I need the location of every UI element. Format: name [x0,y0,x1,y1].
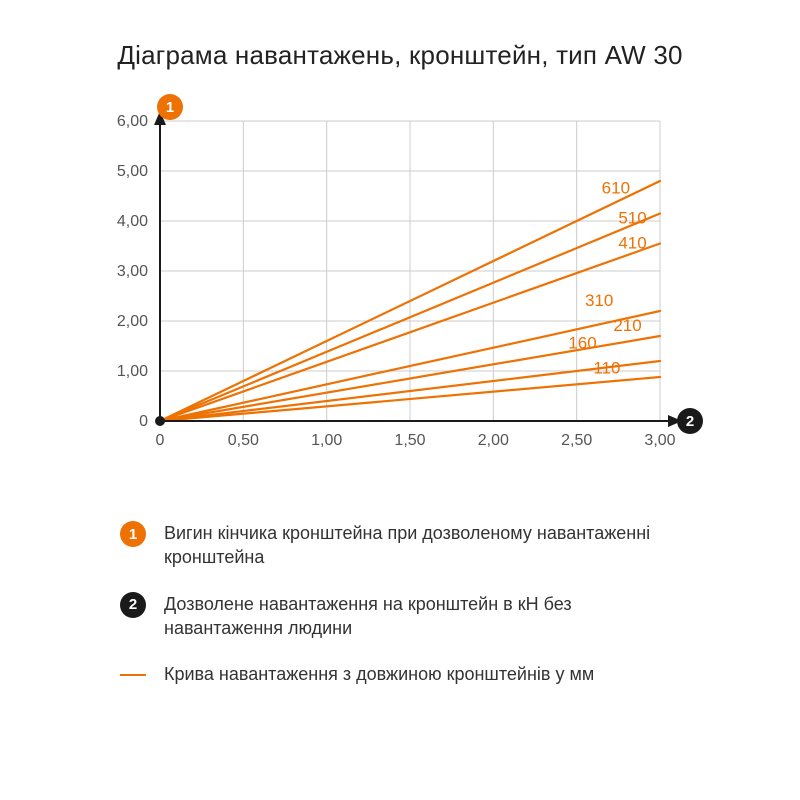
legend-item: 2 Дозволене навантаження на кронштейн в … [120,592,710,641]
line-key-icon [120,674,146,676]
svg-text:0,50: 0,50 [228,432,259,449]
svg-text:2,50: 2,50 [561,432,592,449]
svg-text:3,00: 3,00 [117,263,148,280]
svg-text:1: 1 [166,99,174,116]
legend-text: Крива навантаження з довжиною кронштейні… [164,662,594,686]
svg-text:1,00: 1,00 [117,363,148,380]
svg-text:210: 210 [613,316,641,335]
svg-text:510: 510 [618,209,646,228]
svg-text:160: 160 [568,334,596,353]
legend: 1 Вигин кінчика кронштейна при дозволено… [120,521,710,686]
svg-text:2,00: 2,00 [478,432,509,449]
svg-text:1,00: 1,00 [311,432,342,449]
svg-text:2: 2 [686,413,694,430]
svg-text:4,00: 4,00 [117,213,148,230]
badge-2-icon: 2 [120,592,146,618]
badge-1-icon: 1 [120,521,146,547]
legend-item: 1 Вигин кінчика кронштейна при дозволено… [120,521,710,570]
legend-text: Вигин кінчика кронштейна при дозволеному… [164,521,684,570]
svg-text:2,00: 2,00 [117,313,148,330]
legend-text: Дозволене навантаження на кронштейн в кН… [164,592,684,641]
chart-title: Діаграма навантажень, кронштейн, тип AW … [50,40,750,71]
svg-text:0: 0 [139,413,148,430]
svg-text:5,00: 5,00 [117,163,148,180]
legend-item: Крива навантаження з довжиною кронштейні… [120,662,710,686]
svg-text:410: 410 [618,234,646,253]
svg-text:1,50: 1,50 [394,432,425,449]
svg-text:0: 0 [156,432,165,449]
svg-text:310: 310 [585,291,613,310]
load-chart: 61051041031021016011000,501,001,502,002,… [80,91,720,491]
svg-text:6,00: 6,00 [117,113,148,130]
svg-text:3,00: 3,00 [644,432,675,449]
svg-text:110: 110 [593,359,620,378]
svg-text:610: 610 [602,179,630,198]
